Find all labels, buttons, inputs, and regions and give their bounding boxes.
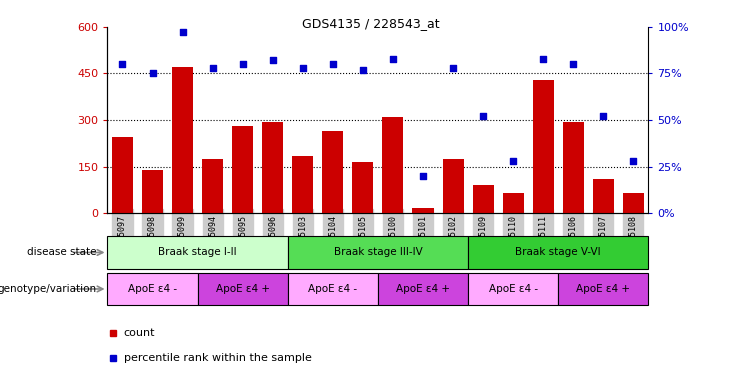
Text: ApoE ε4 +: ApoE ε4 +: [576, 284, 631, 294]
Point: [537, 55, 549, 61]
Point: [297, 65, 309, 71]
Bar: [473, 185, 494, 213]
Text: ApoE ε4 +: ApoE ε4 +: [396, 284, 450, 294]
Bar: [468, 273, 558, 305]
Bar: [558, 273, 648, 305]
Point: [237, 61, 249, 67]
Point: [267, 57, 279, 63]
Bar: [533, 79, 554, 213]
Bar: [288, 236, 468, 269]
Bar: [623, 193, 644, 213]
Bar: [382, 117, 403, 213]
Bar: [562, 122, 584, 213]
Bar: [378, 273, 468, 305]
Text: ApoE ε4 -: ApoE ε4 -: [488, 284, 538, 294]
Bar: [142, 170, 163, 213]
Text: Braak stage V-VI: Braak stage V-VI: [516, 247, 601, 258]
Point: [507, 158, 519, 164]
Point: [597, 113, 609, 119]
Text: count: count: [124, 328, 155, 338]
Text: percentile rank within the sample: percentile rank within the sample: [124, 353, 311, 362]
Point: [327, 61, 339, 67]
Text: Braak stage I-II: Braak stage I-II: [159, 247, 237, 258]
Bar: [172, 67, 193, 213]
Bar: [107, 273, 198, 305]
Point: [357, 67, 369, 73]
Bar: [232, 126, 253, 213]
Text: genotype/variation: genotype/variation: [0, 284, 96, 294]
Bar: [202, 159, 223, 213]
Bar: [288, 273, 378, 305]
Bar: [262, 122, 283, 213]
Bar: [593, 179, 614, 213]
Point: [207, 65, 219, 71]
Bar: [442, 159, 464, 213]
Text: Braak stage III-IV: Braak stage III-IV: [333, 247, 422, 258]
Bar: [468, 236, 648, 269]
Point: [147, 70, 159, 76]
Bar: [198, 273, 288, 305]
Text: ApoE ε4 -: ApoE ε4 -: [308, 284, 357, 294]
Point: [387, 55, 399, 61]
Bar: [502, 193, 524, 213]
Point: [628, 158, 639, 164]
Bar: [107, 236, 288, 269]
Bar: [322, 131, 343, 213]
Text: ApoE ε4 -: ApoE ε4 -: [128, 284, 177, 294]
Point: [447, 65, 459, 71]
Point: [116, 61, 128, 67]
Point: [176, 30, 188, 36]
Bar: [413, 209, 433, 213]
Bar: [292, 156, 313, 213]
Text: GDS4135 / 228543_at: GDS4135 / 228543_at: [302, 17, 439, 30]
Text: ApoE ε4 +: ApoE ε4 +: [216, 284, 270, 294]
Bar: [112, 137, 133, 213]
Point: [417, 173, 429, 179]
Text: disease state: disease state: [27, 247, 96, 258]
Point: [477, 113, 489, 119]
Bar: [353, 162, 373, 213]
Point: [568, 61, 579, 67]
